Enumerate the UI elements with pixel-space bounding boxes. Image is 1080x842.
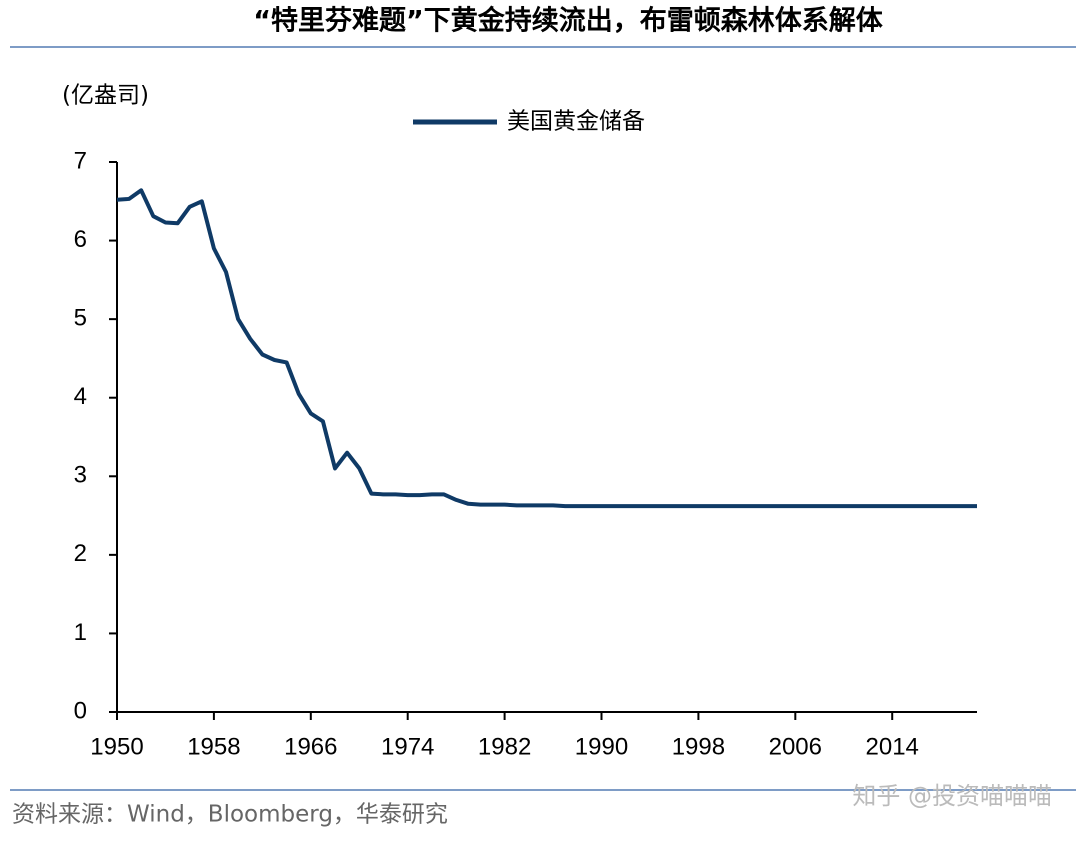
x-tick-label: 2006 <box>769 733 822 760</box>
y-tick-label: 3 <box>74 462 87 489</box>
y-tick-label: 6 <box>74 226 87 253</box>
data-line <box>116 188 977 509</box>
y-tick-label: 0 <box>74 697 87 724</box>
legend-label: 美国黄金储备 <box>507 109 645 135</box>
x-tick-label: 1950 <box>90 733 143 760</box>
x-tick-label: 1990 <box>575 733 628 760</box>
y-tick-label: 1 <box>74 619 87 646</box>
y-tick-label: 4 <box>74 383 87 410</box>
x-tick-label: 1974 <box>381 733 434 760</box>
x-tick-label: 1982 <box>478 733 531 760</box>
chart-title: “特里芬难题”下黄金持续流出，布雷顿森林体系解体 <box>253 5 883 37</box>
source: 资料来源：Wind，Bloomberg，华泰研究 <box>12 802 448 828</box>
y-tick-label: 5 <box>74 304 87 331</box>
watermark: 知乎 @投资喵喵喵 <box>852 782 1052 810</box>
x-tick-label: 1998 <box>672 733 725 760</box>
x-tick-label: 1966 <box>284 733 337 760</box>
x-tick-label: 2014 <box>866 733 919 760</box>
y-tick-label: 7 <box>74 147 87 174</box>
y-tick-label: 2 <box>74 540 87 567</box>
x-tick-label: 1958 <box>187 733 240 760</box>
y-axis-label: (亿盎司) <box>62 83 149 109</box>
